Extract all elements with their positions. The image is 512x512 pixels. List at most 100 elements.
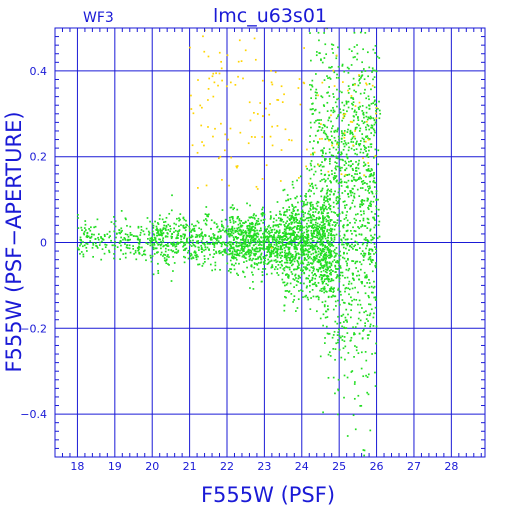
data-point bbox=[213, 81, 216, 84]
data-point bbox=[253, 217, 256, 219]
data-point bbox=[319, 238, 321, 240]
data-point bbox=[185, 226, 187, 229]
data-point bbox=[316, 227, 319, 230]
data-point bbox=[138, 243, 141, 245]
data-point bbox=[300, 250, 303, 253]
data-point bbox=[192, 112, 195, 115]
data-point bbox=[343, 130, 346, 132]
data-point bbox=[283, 188, 286, 191]
data-point bbox=[197, 187, 199, 189]
data-point bbox=[205, 219, 208, 222]
data-point bbox=[325, 246, 327, 249]
data-point bbox=[343, 132, 346, 134]
data-point bbox=[369, 258, 372, 261]
data-point bbox=[336, 142, 338, 145]
data-point bbox=[333, 172, 336, 175]
data-point bbox=[367, 137, 369, 140]
data-point bbox=[159, 214, 161, 217]
data-point bbox=[149, 254, 152, 257]
data-point bbox=[367, 334, 370, 336]
data-point bbox=[302, 238, 304, 241]
data-point bbox=[302, 236, 304, 239]
data-point bbox=[334, 295, 337, 298]
data-point bbox=[370, 285, 373, 288]
data-point bbox=[373, 243, 376, 245]
data-point bbox=[328, 224, 331, 227]
data-point bbox=[172, 244, 174, 247]
data-point bbox=[321, 178, 323, 181]
data-point bbox=[367, 294, 370, 297]
data-point bbox=[171, 194, 173, 197]
data-point bbox=[351, 287, 354, 290]
data-point bbox=[347, 106, 350, 109]
data-point bbox=[163, 259, 166, 262]
data-point bbox=[138, 248, 140, 251]
data-point bbox=[322, 152, 324, 155]
data-point bbox=[214, 268, 217, 271]
data-point bbox=[270, 81, 273, 84]
data-point bbox=[125, 246, 128, 249]
data-point bbox=[271, 266, 274, 269]
data-point bbox=[244, 240, 247, 242]
data-point bbox=[292, 278, 295, 280]
data-point bbox=[261, 247, 264, 250]
data-point bbox=[240, 225, 243, 228]
data-point bbox=[341, 339, 344, 341]
data-point bbox=[323, 257, 325, 259]
data-point bbox=[106, 233, 109, 236]
data-point bbox=[196, 151, 199, 154]
data-point bbox=[85, 229, 87, 231]
data-point bbox=[323, 254, 326, 257]
data-point bbox=[321, 205, 324, 208]
data-point bbox=[337, 299, 339, 302]
data-point bbox=[124, 239, 127, 241]
data-point bbox=[174, 229, 177, 232]
data-point bbox=[157, 270, 160, 272]
data-point bbox=[262, 255, 265, 258]
data-point bbox=[311, 283, 314, 286]
data-point bbox=[194, 254, 197, 257]
data-point bbox=[167, 249, 170, 251]
data-point bbox=[167, 263, 169, 265]
data-point bbox=[285, 245, 288, 248]
data-point bbox=[153, 253, 156, 255]
data-point bbox=[309, 207, 312, 210]
data-point bbox=[220, 122, 222, 125]
data-point bbox=[280, 149, 283, 151]
data-point bbox=[231, 257, 234, 259]
data-point bbox=[267, 261, 270, 264]
data-point bbox=[260, 258, 263, 261]
data-point bbox=[138, 240, 141, 243]
data-point bbox=[159, 238, 161, 241]
data-point bbox=[299, 222, 301, 224]
data-point bbox=[331, 255, 333, 257]
data-point bbox=[367, 373, 370, 376]
data-point bbox=[367, 116, 370, 119]
data-point bbox=[324, 179, 327, 182]
data-point bbox=[256, 229, 258, 232]
data-point bbox=[325, 192, 328, 195]
data-point bbox=[320, 212, 323, 215]
data-point bbox=[324, 180, 327, 183]
data-point bbox=[295, 238, 298, 241]
data-point bbox=[252, 225, 255, 228]
data-point bbox=[355, 219, 358, 222]
data-point bbox=[259, 227, 262, 230]
data-point bbox=[294, 246, 296, 249]
data-point bbox=[285, 235, 288, 238]
data-point bbox=[329, 243, 331, 245]
data-point bbox=[188, 230, 191, 232]
data-point bbox=[163, 253, 165, 256]
data-point bbox=[244, 231, 247, 233]
data-point bbox=[358, 299, 361, 302]
data-point bbox=[290, 293, 293, 295]
data-point bbox=[336, 334, 339, 336]
data-point bbox=[334, 264, 337, 267]
data-point bbox=[317, 31, 320, 34]
data-point bbox=[357, 291, 359, 294]
data-point bbox=[314, 259, 316, 261]
data-point bbox=[312, 153, 314, 156]
data-point bbox=[366, 334, 369, 336]
data-point bbox=[293, 206, 295, 209]
data-point bbox=[349, 191, 352, 194]
